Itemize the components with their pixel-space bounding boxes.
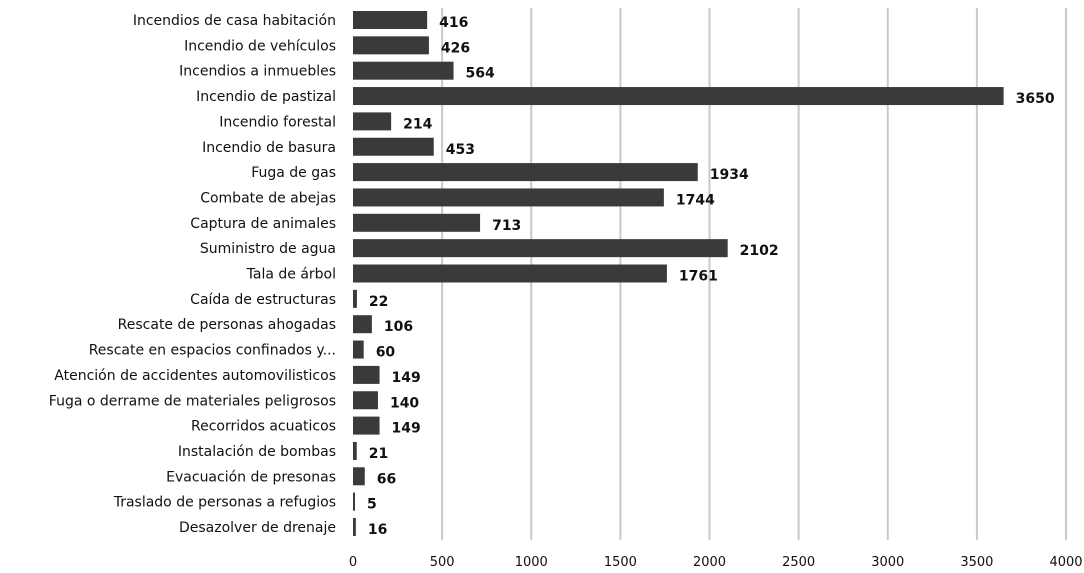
x-tick-label: 1000 bbox=[515, 555, 548, 570]
category-label: Incendio de basura bbox=[202, 140, 336, 156]
category-label: Combate de abejas bbox=[200, 190, 336, 206]
category-labels: Incendios de casa habitación Incendio de … bbox=[49, 13, 336, 536]
data-label: 1744 bbox=[676, 192, 715, 208]
bar bbox=[353, 365, 380, 384]
x-tick-label: 500 bbox=[430, 555, 455, 570]
x-tick-label: 4000 bbox=[1049, 555, 1082, 570]
bar bbox=[353, 467, 365, 486]
data-label: 21 bbox=[369, 446, 388, 462]
data-label: 1934 bbox=[710, 167, 749, 183]
bar bbox=[353, 163, 698, 182]
category-label: Fuga de gas bbox=[251, 165, 336, 181]
data-label: 453 bbox=[446, 142, 475, 158]
category-label: Desazolver de drenaje bbox=[179, 520, 336, 536]
bar bbox=[353, 36, 429, 55]
category-label: Caída de estructuras bbox=[190, 292, 336, 308]
bar bbox=[353, 264, 667, 283]
data-label: 5 bbox=[367, 497, 377, 513]
bar bbox=[353, 492, 355, 511]
bar bbox=[353, 137, 434, 156]
category-label: Incendio de pastizal bbox=[196, 89, 336, 105]
x-tick-label: 0 bbox=[349, 555, 357, 570]
data-label: 106 bbox=[384, 319, 413, 335]
bar bbox=[353, 441, 357, 460]
data-label: 713 bbox=[492, 218, 521, 234]
value-labels: 416 426 564 3650 214 453 1934 1744 713 2102 1761 22… bbox=[367, 15, 1055, 538]
bar bbox=[353, 87, 1004, 106]
data-label: 60 bbox=[376, 345, 396, 361]
category-label: Captura de animales bbox=[190, 216, 336, 232]
bar bbox=[353, 340, 364, 359]
category-label: Rescate en espacios confinados y... bbox=[89, 343, 336, 359]
data-label: 149 bbox=[392, 370, 421, 386]
x-tick-label: 2500 bbox=[782, 555, 815, 570]
data-label: 22 bbox=[369, 294, 388, 310]
data-label: 416 bbox=[439, 15, 468, 31]
data-label: 16 bbox=[368, 522, 387, 538]
bar bbox=[353, 213, 481, 232]
x-tick-label: 2000 bbox=[693, 555, 726, 570]
x-tick-label: 1500 bbox=[604, 555, 637, 570]
bar bbox=[353, 518, 356, 536]
data-label: 149 bbox=[392, 421, 421, 437]
x-tick-label: 3000 bbox=[871, 555, 904, 570]
bar bbox=[353, 416, 380, 435]
x-axis-ticks: 0 500 1000 1500 2000 2500 3000 3500 4000 bbox=[349, 555, 1083, 570]
data-label: 3650 bbox=[1016, 91, 1055, 107]
category-label: Fuga o derrame de materiales peligrosos bbox=[49, 393, 336, 409]
data-label: 2102 bbox=[740, 243, 779, 259]
category-label: Evacuación de presonas bbox=[166, 469, 336, 485]
bar bbox=[353, 61, 454, 80]
category-label: Suministro de agua bbox=[200, 241, 336, 257]
category-label: Tala de árbol bbox=[246, 267, 336, 283]
category-label: Incendios de casa habitación bbox=[133, 13, 336, 29]
bar bbox=[353, 11, 428, 29]
bar bbox=[353, 239, 728, 258]
bar bbox=[353, 188, 664, 207]
data-label: 66 bbox=[377, 471, 396, 487]
data-label: 140 bbox=[390, 395, 419, 411]
data-label: 564 bbox=[466, 66, 495, 82]
category-label: Recorridos acuaticos bbox=[191, 419, 336, 435]
category-label: Incendios a inmuebles bbox=[179, 64, 336, 80]
bar bbox=[353, 112, 392, 131]
category-label: Rescate de personas ahogadas bbox=[118, 317, 336, 333]
bar bbox=[353, 315, 372, 334]
category-label: Instalación de bombas bbox=[178, 444, 336, 460]
category-label: Atención de accidentes automovilisticos bbox=[54, 368, 336, 384]
category-label: Incendio forestal bbox=[219, 114, 336, 130]
data-label: 426 bbox=[441, 40, 470, 56]
bar bbox=[353, 289, 357, 308]
x-tick-label: 3500 bbox=[960, 555, 993, 570]
bars bbox=[353, 11, 1004, 536]
category-label: Traslado de personas a refugios bbox=[113, 495, 336, 511]
bar bbox=[353, 391, 378, 410]
data-label: 214 bbox=[403, 116, 432, 132]
category-label: Incendio de vehículos bbox=[184, 38, 336, 54]
data-label: 1761 bbox=[679, 269, 718, 285]
